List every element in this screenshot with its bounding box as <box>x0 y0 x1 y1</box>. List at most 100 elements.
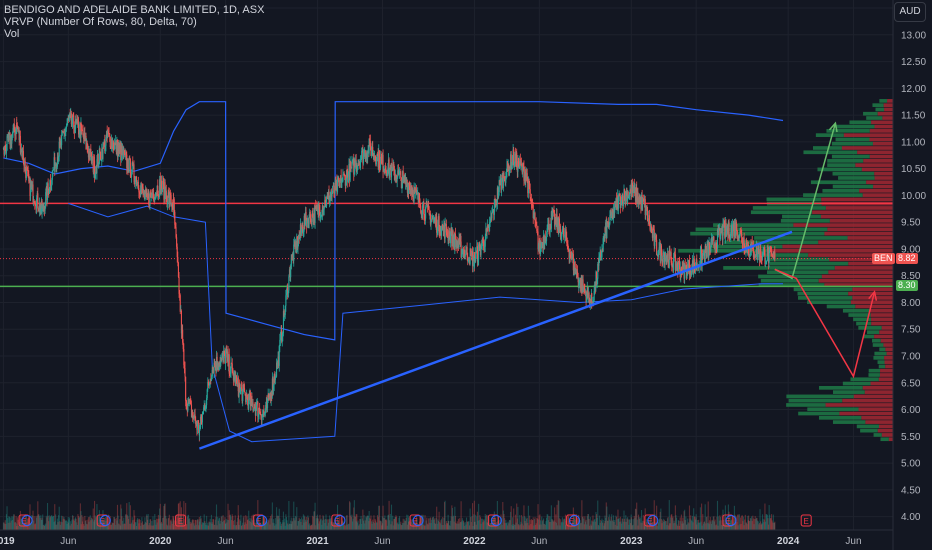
candle-body <box>687 263 689 272</box>
volume-bar <box>421 514 423 530</box>
candle-body <box>386 173 388 176</box>
candle-body <box>274 374 276 381</box>
candle-body <box>30 183 32 188</box>
candle-body <box>95 167 97 175</box>
volume-bar <box>33 520 35 530</box>
candle-body <box>755 253 757 258</box>
candle-body <box>541 242 543 244</box>
candle-body <box>742 242 744 245</box>
candle-body <box>232 373 234 381</box>
volume-bar <box>134 515 136 530</box>
volume-bar <box>307 515 309 530</box>
volume-bar <box>495 517 497 530</box>
candle-body <box>526 173 528 177</box>
candle-body <box>584 289 586 292</box>
candle-body <box>108 133 110 135</box>
candle-body <box>699 251 701 265</box>
volume-bar <box>569 519 571 530</box>
volume-bar <box>757 521 759 530</box>
volume-bar <box>307 517 310 530</box>
candle-body <box>212 367 214 369</box>
currency-button[interactable]: AUD <box>894 2 926 22</box>
volume-bar <box>476 516 478 530</box>
candle-body <box>482 239 484 241</box>
candle-body <box>61 131 63 136</box>
x-tick-label: Jun <box>845 536 861 547</box>
volume-bar <box>8 516 11 530</box>
candle-body <box>254 407 256 408</box>
volume-bar <box>152 516 154 530</box>
y-tick-label: 12.50 <box>901 57 926 68</box>
volume-bar <box>313 511 316 530</box>
candle-body <box>287 290 289 298</box>
candle-body <box>83 132 85 139</box>
volume-bar <box>567 516 570 530</box>
volume-bar <box>690 515 692 530</box>
volume-bar <box>405 520 407 530</box>
volume-bar <box>9 522 11 530</box>
volume-bar <box>688 505 691 530</box>
volume-bar <box>597 524 599 530</box>
profile-row-up <box>856 321 872 326</box>
candle-body <box>208 383 210 386</box>
candle-body <box>492 209 494 211</box>
volume-bar <box>675 515 677 530</box>
candle-body <box>453 237 455 250</box>
volume-bar <box>302 519 304 530</box>
volume-bar <box>324 519 326 530</box>
volume-bar <box>223 520 225 530</box>
volume-bar <box>131 522 133 530</box>
candle-body <box>2 148 4 149</box>
volume-label[interactable]: Vol <box>4 28 20 40</box>
candle-body <box>105 137 107 146</box>
volume-bar <box>735 518 737 530</box>
indicator-label[interactable]: VRVP (Number Of Rows, 80, Delta, 70) <box>4 16 197 28</box>
candle-body <box>259 411 261 415</box>
volume-bar <box>323 516 325 530</box>
volume-bar <box>93 519 96 530</box>
candle-body <box>561 228 563 233</box>
volume-bar <box>701 503 703 530</box>
volume-bar <box>41 519 43 530</box>
volume-bar <box>511 517 513 530</box>
candle-body <box>593 291 595 301</box>
candle-body <box>442 224 444 227</box>
candle-body <box>533 214 535 218</box>
volume-bar <box>647 524 649 530</box>
volume-bar <box>309 525 311 530</box>
candle-body <box>162 180 164 190</box>
candle-body <box>657 254 659 257</box>
volume-bar <box>483 521 485 530</box>
candle-body <box>770 248 772 251</box>
volume-bar <box>525 523 527 530</box>
candle-body <box>256 402 258 407</box>
earnings-marker <box>18 514 30 527</box>
symbol-title[interactable]: BENDIGO AND ADELAIDE BANK LIMITED, 1D, A… <box>4 4 265 16</box>
volume-bar <box>752 518 754 530</box>
y-tick-label: 6.00 <box>901 405 921 416</box>
candle-body <box>119 145 121 149</box>
candle-body <box>381 155 384 162</box>
volume-bar <box>374 518 376 530</box>
profile-row-up <box>827 163 856 167</box>
candle-body <box>383 169 385 172</box>
chart-legend: BENDIGO AND ADELAIDE BANK LIMITED, 1D, A… <box>4 4 264 40</box>
volume-bar <box>710 523 713 530</box>
volume-bar <box>635 509 637 530</box>
candle-body <box>712 237 714 239</box>
candle-body <box>232 368 234 374</box>
candle-body <box>42 204 44 209</box>
volume-bar <box>251 522 253 530</box>
candle-body <box>68 116 70 118</box>
candle-body <box>764 250 766 265</box>
candle-body <box>362 149 364 164</box>
volume-bar <box>38 514 40 530</box>
x-tick-label: 2021 <box>306 536 329 547</box>
candle-body <box>414 189 416 194</box>
volume-bar <box>587 514 590 530</box>
candle-body <box>615 198 617 204</box>
candle-body <box>620 205 622 208</box>
volume-bar <box>146 514 148 530</box>
profile-row-down <box>808 253 893 257</box>
